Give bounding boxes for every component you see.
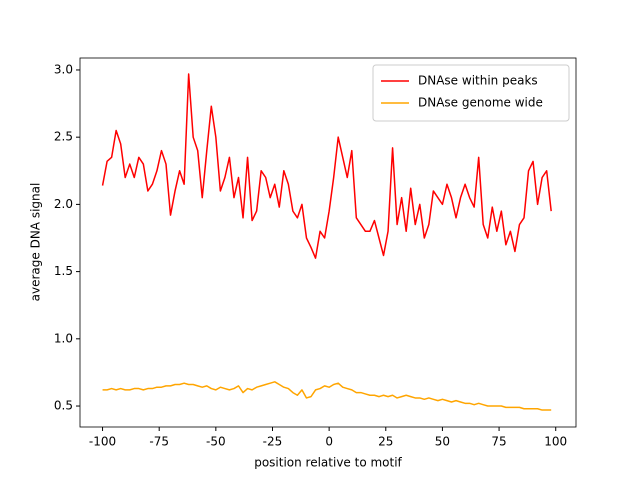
y-axis-label: average DNA signal — [29, 183, 43, 302]
x-tick-label: 75 — [491, 435, 506, 449]
x-tick-label: -75 — [149, 435, 169, 449]
legend-box — [372, 64, 570, 122]
line-series — [101, 73, 552, 259]
x-axis-label: position relative to motif — [254, 456, 402, 470]
x-tick-label: 50 — [435, 435, 450, 449]
x-tick-label: -25 — [263, 435, 283, 449]
x-tick-label: -100 — [89, 435, 116, 449]
y-tick-label: 0.5 — [54, 399, 73, 413]
x-tick-label: 100 — [544, 435, 567, 449]
y-tick-label: 2.0 — [54, 197, 73, 211]
x-tick-label: 25 — [378, 435, 393, 449]
line-series — [102, 381, 552, 411]
y-tick-label: 1.0 — [54, 331, 73, 345]
x-tick-label: -50 — [206, 435, 226, 449]
legend-label: DNAse within peaks — [418, 74, 538, 88]
y-tick-label: 3.0 — [54, 62, 73, 76]
legend-label: DNAse genome wide — [418, 96, 543, 110]
y-tick-label: 1.5 — [54, 264, 73, 278]
y-tick-label: 2.5 — [54, 130, 73, 144]
axes-frame — [79, 57, 577, 428]
x-tick-label: 0 — [325, 435, 333, 449]
